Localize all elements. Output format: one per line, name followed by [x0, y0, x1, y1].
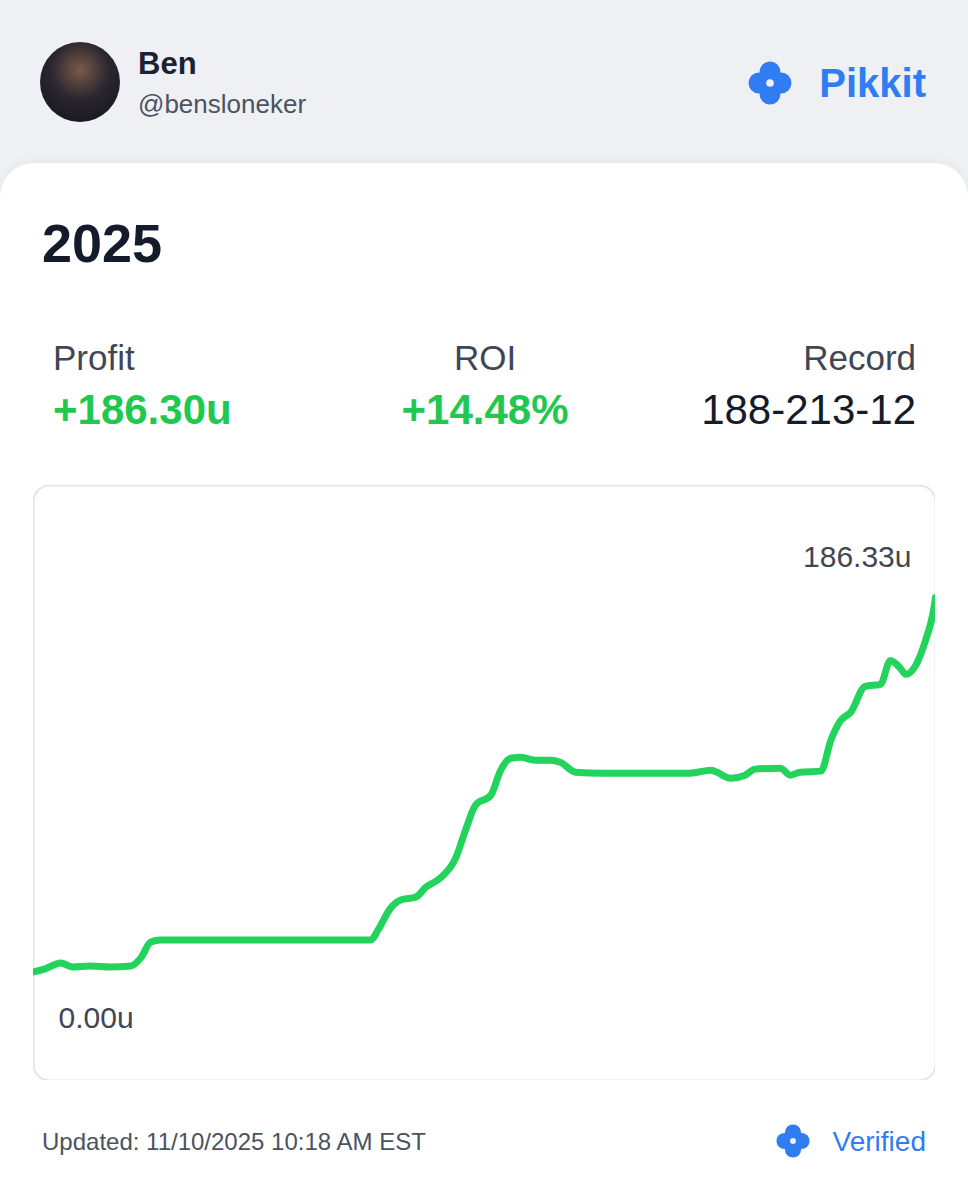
html-text:+14.48%: +14.48%	[401, 386, 569, 433]
html-text:+186.30u: +186.30u	[53, 386, 232, 433]
html-text:Verified: Verified	[832, 1126, 926, 1157]
html-text:Ben: Ben	[138, 46, 197, 81]
html-text:2025: 2025	[42, 213, 163, 273]
html-text:ROI: ROI	[453, 338, 517, 377]
html-text:@bensloneker: @bensloneker	[138, 89, 307, 119]
html-text:Pikkit: Pikkit	[819, 61, 926, 105]
svg-text:0.00u: 0.00u	[59, 1001, 134, 1034]
html-text:Updated: 11/10/2025 10:18 AM E: Updated: 11/10/2025 10:18 AM EST	[42, 1128, 426, 1155]
html-text:188-213-12: 188-213-12	[701, 386, 916, 433]
html-text:Profit: Profit	[53, 338, 135, 377]
html-text:Record: Record	[803, 338, 916, 377]
svg-text:186.33u: 186.33u	[803, 540, 911, 573]
